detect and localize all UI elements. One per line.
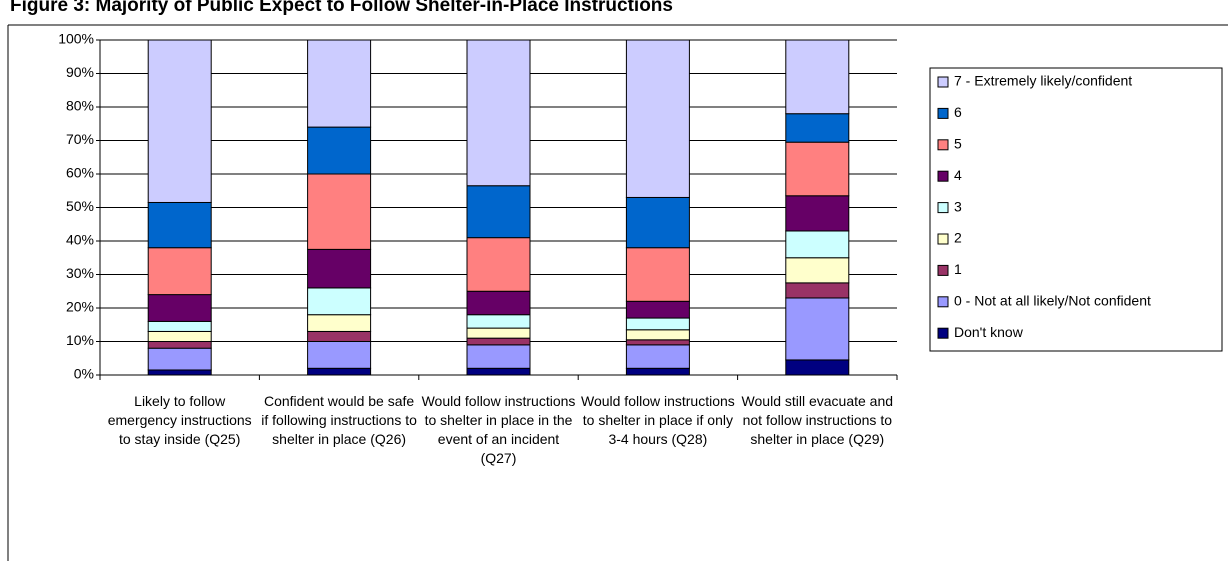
legend-label: 3 — [954, 198, 962, 214]
y-tick-label: 40% — [66, 232, 94, 248]
bar-segment — [785, 39, 850, 115]
bar-segment — [147, 369, 212, 376]
bar-segment — [147, 39, 212, 203]
bar-segment — [466, 185, 531, 239]
legend-box — [929, 67, 1223, 352]
bar-segment — [785, 141, 850, 197]
bar-segment — [466, 337, 531, 346]
bar-segment — [625, 196, 690, 249]
legend-label: 6 — [954, 104, 962, 120]
bar-segment — [785, 359, 850, 376]
x-tick-label: Likely to follow emergency instructions … — [107, 393, 252, 447]
bar-segment — [307, 330, 372, 343]
legend-swatch — [937, 264, 949, 276]
bar-segment — [307, 39, 372, 128]
bar-segment — [625, 329, 690, 341]
y-tick-label: 50% — [66, 198, 94, 214]
legend-swatch — [937, 139, 949, 151]
bar-segment — [625, 39, 690, 198]
bar-segment — [625, 344, 690, 369]
legend-swatch — [937, 296, 949, 308]
bar-segment — [785, 282, 850, 299]
legend-label: 2 — [954, 230, 962, 246]
legend-label: 0 - Not at all likely/Not confident — [954, 293, 1151, 309]
bar-segment — [307, 126, 372, 175]
bar-segment — [466, 367, 531, 376]
bar-segment — [466, 237, 531, 292]
x-tick-label: Would follow instructions to shelter in … — [421, 393, 576, 466]
bar-segment — [785, 230, 850, 259]
legend-swatch — [937, 202, 949, 214]
bar-segment — [307, 287, 372, 316]
x-tick-label: Confident would be safe if following ins… — [261, 393, 417, 447]
y-tick-label: 20% — [66, 299, 94, 315]
y-tick-label: 30% — [66, 265, 94, 281]
y-tick-label: 0% — [74, 366, 94, 382]
bar-segment — [625, 300, 690, 319]
legend-swatch — [937, 233, 949, 245]
bar-segment — [147, 294, 212, 322]
y-tick-label: 100% — [58, 31, 94, 47]
legend-label: 4 — [954, 167, 962, 183]
bar-segment — [147, 347, 212, 371]
legend-label: 1 — [954, 261, 962, 277]
y-tick-label: 60% — [66, 165, 94, 181]
bar-segment — [147, 247, 212, 296]
bar-segment — [466, 39, 531, 187]
bar-segment — [466, 314, 531, 329]
bar-segment — [785, 297, 850, 361]
bar-segment — [147, 201, 212, 249]
bar-segment — [147, 341, 212, 349]
y-tick-label: 80% — [66, 98, 94, 114]
bar-segment — [307, 314, 372, 332]
bar-segment — [785, 113, 850, 143]
bar-segment — [307, 248, 372, 289]
bar-segment — [625, 339, 690, 346]
bar-segment — [307, 341, 372, 369]
bar-segment — [785, 257, 850, 284]
legend-swatch — [937, 107, 949, 119]
x-tick-label: Would follow instructions to shelter in … — [580, 393, 735, 447]
bar-segment — [625, 317, 690, 331]
y-tick-label: 10% — [66, 332, 94, 348]
x-tick-label: Would still evacuate and not follow inst… — [741, 393, 894, 447]
bar-segment — [307, 367, 372, 376]
legend-label: Don't know — [954, 324, 1024, 340]
bar-segment — [625, 367, 690, 376]
bar-segment — [466, 344, 531, 369]
bar-segment — [466, 290, 531, 316]
legend-swatch — [937, 327, 949, 339]
bar-segment — [625, 247, 690, 302]
bar-segment — [307, 173, 372, 250]
y-tick-label: 90% — [66, 64, 94, 80]
legend-label: 7 - Extremely likely/confident — [954, 73, 1132, 89]
legend-label: 5 — [954, 136, 962, 152]
legend-swatch — [937, 76, 949, 88]
bar-segment — [466, 327, 531, 339]
bar-segment — [147, 320, 212, 332]
y-tick-label: 70% — [66, 131, 94, 147]
chart-title: Figure 3: Majority of Public Expect to F… — [10, 0, 673, 16]
bar-segment — [785, 195, 850, 232]
legend-swatch — [937, 170, 949, 182]
bar-segment — [147, 330, 212, 343]
